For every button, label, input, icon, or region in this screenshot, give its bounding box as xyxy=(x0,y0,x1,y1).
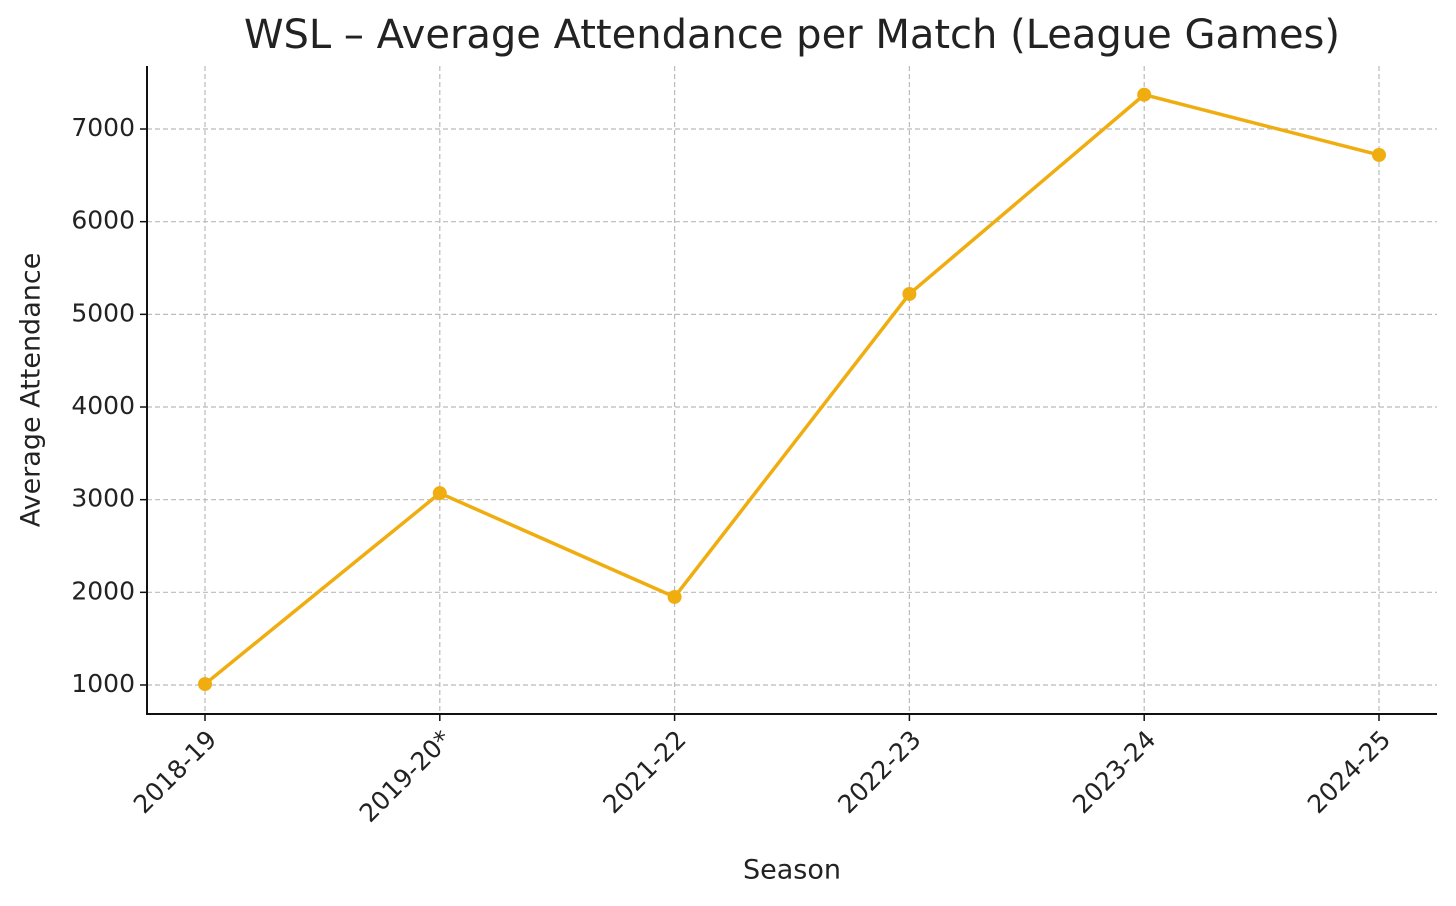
data-point xyxy=(902,286,917,301)
data-point xyxy=(198,677,212,692)
y-tick-label: 2000 xyxy=(71,576,135,605)
y-tick-label: 3000 xyxy=(71,484,135,513)
y-tick-label: 6000 xyxy=(71,206,135,235)
data-point xyxy=(1137,87,1152,102)
y-tick-label: 4000 xyxy=(71,391,135,420)
series-line xyxy=(203,92,1380,686)
y-tick-label: 5000 xyxy=(71,298,135,327)
y-axis-label: Average Attendance xyxy=(16,253,47,528)
data-point xyxy=(667,589,682,604)
chart-title: WSL – Average Attendance per Match (Leag… xyxy=(244,12,1340,58)
x-tick-label: 2021-22 xyxy=(597,725,691,819)
data-point xyxy=(432,486,447,501)
x-tick-label: 2019-20* xyxy=(354,725,457,828)
x-axis-label: Season xyxy=(743,855,841,886)
x-tick-label: 2024-25 xyxy=(1302,725,1396,819)
x-tick-label: 2022-23 xyxy=(832,725,926,819)
y-tick-label: 1000 xyxy=(71,669,135,698)
data-point xyxy=(1372,147,1386,162)
y-tick-label: 7000 xyxy=(71,113,135,142)
x-tick-label: 2023-24 xyxy=(1067,725,1161,819)
x-tick-label: 2018-19 xyxy=(128,725,222,819)
